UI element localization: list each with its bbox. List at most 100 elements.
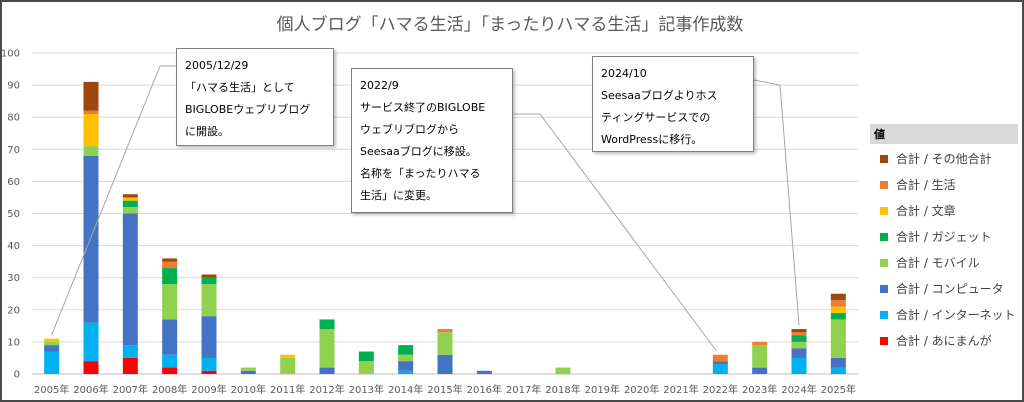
annotation-line: WordPressに移行。 — [601, 133, 703, 146]
legend-swatch — [880, 232, 888, 241]
x-tick-label: 2025年 — [821, 383, 856, 396]
y-tick-label: 90 — [7, 81, 20, 92]
bar-segment — [122, 213, 138, 346]
annotation-line: Seesaaブログよりホス — [601, 89, 718, 102]
x-tick-label: 2024年 — [781, 383, 816, 396]
bar-segment — [83, 113, 99, 147]
bar-segment — [122, 345, 138, 358]
legend-items: 合計 / その他合計 合計 / 生活 合計 / 文章 合計 / ガジェット 合計 / モ… — [870, 147, 1018, 352]
y-tick-label: 10 — [7, 337, 20, 348]
y-tick-label: 70 — [7, 145, 20, 156]
bar-segment — [83, 81, 99, 111]
bar-segment — [280, 354, 296, 358]
bar-segment — [44, 351, 60, 374]
bar-segment — [162, 261, 178, 269]
x-tick-label: 2016年 — [467, 383, 502, 396]
x-tick-label: 2006年 — [73, 383, 108, 396]
bar-segment — [122, 357, 138, 374]
y-tick-label: 0 — [14, 370, 20, 381]
bar-segment — [830, 293, 846, 301]
y-tick-label: 30 — [7, 273, 20, 284]
legend-item: 合計 / あにまんが — [870, 329, 1018, 352]
legend-swatch — [880, 180, 888, 189]
bar-segment — [319, 329, 335, 368]
chart-legend: 値 合計 / その他合計 合計 / 生活 合計 / 文章 合計 / ガジェット 合計 /… — [870, 124, 1018, 352]
bar-segment — [712, 361, 728, 365]
annotation-line: 2005/12/29 — [185, 59, 249, 72]
bar-segment — [830, 313, 846, 320]
y-tick-label: 50 — [7, 209, 20, 220]
bar-segment — [398, 345, 414, 355]
annotation-2024: 2024/10 Seesaaブログよりホス ティングサービスでの WordPre… — [592, 56, 754, 152]
annotation-line: 「ハマる生活」として — [185, 81, 295, 94]
annotation-2022: 2022/9 サービス終了のBIGLOBE ウェブリブログから Seesaaブロ… — [351, 68, 513, 213]
bar-segment — [752, 367, 768, 374]
bar-segment — [201, 316, 217, 358]
legend-item: 合計 / 文章 — [870, 199, 1018, 222]
legend-item: 合計 / インターネット — [870, 303, 1018, 326]
annotation-leader-line — [753, 79, 800, 326]
legend-swatch — [880, 206, 888, 215]
chart-title: 個人ブログ「ハマる生活」「まったりハマる生活」記事作成数 — [276, 15, 744, 35]
bar-segment — [162, 354, 178, 368]
bar-segment — [44, 341, 60, 346]
annotation-line: ティングサービスでの — [601, 111, 711, 124]
x-tick-label: 2023年 — [742, 383, 777, 396]
bar-segment — [162, 367, 178, 374]
bar-segment — [791, 329, 807, 333]
legend-item: 合計 / その他合計 — [870, 147, 1018, 170]
bar-segment — [240, 367, 256, 371]
x-tick-label: 2013年 — [349, 383, 384, 396]
x-tick-label: 2020年 — [624, 383, 659, 396]
bar-segment — [83, 155, 99, 323]
bar-segment — [358, 351, 374, 362]
legend-item: 合計 / ガジェット — [870, 225, 1018, 248]
bar-segment — [44, 338, 60, 342]
bar-segment — [319, 367, 335, 374]
annotation-2005: 2005/12/29 「ハマる生活」として BIGLOBEウェブリブログ に開設… — [176, 48, 334, 146]
x-tick-label: 2017年 — [506, 383, 541, 396]
annotation-line: 2022/9 — [360, 79, 399, 92]
annotation-line: に開設。 — [185, 125, 229, 138]
bar-segment — [201, 357, 217, 371]
annotation-line: 名称を「まったりハマる — [360, 167, 481, 180]
y-tick-label: 100 — [1, 49, 20, 60]
x-tick-label: 2010年 — [231, 383, 266, 396]
bar-segment — [162, 284, 178, 320]
bar-segment — [437, 354, 453, 374]
legend-swatch — [880, 336, 888, 345]
bar-segment — [319, 319, 335, 330]
annotation-line: 生活」に変更。 — [360, 189, 437, 202]
bar-segment — [791, 335, 807, 342]
bar-segment — [122, 200, 138, 208]
bar-segment — [122, 207, 138, 214]
annotation-line: Seesaaブログに移設。 — [360, 145, 477, 158]
bar-segment — [830, 357, 846, 368]
bar-segment — [83, 322, 99, 362]
bar-segment — [398, 354, 414, 362]
annotation-line: サービス終了のBIGLOBE — [360, 101, 486, 114]
bar-segment — [83, 110, 99, 114]
bar-segment — [280, 357, 296, 374]
x-tick-label: 2008年 — [152, 383, 187, 396]
y-tick-label: 40 — [7, 241, 20, 252]
bar-segment — [398, 370, 414, 374]
bar-segment — [162, 258, 178, 262]
bar-segment — [752, 341, 768, 346]
bar-segment — [555, 367, 571, 374]
bar-segment — [437, 329, 453, 333]
legend-swatch — [880, 284, 888, 293]
bar-segment — [791, 332, 807, 336]
bar-segment — [712, 354, 728, 362]
bar-segment — [240, 370, 256, 374]
annotation-line: BIGLOBEウェブリブログ — [185, 103, 311, 116]
bar-segment — [201, 284, 217, 317]
bar-segment — [437, 332, 453, 355]
annotation-line: 2024/10 — [601, 67, 647, 80]
annotation-leader-line — [51, 65, 176, 335]
x-tick-label: 2007年 — [113, 383, 148, 396]
annotation-line: ウェブリブログから — [360, 123, 459, 136]
bar-segment — [201, 274, 217, 278]
x-tick-label: 2012年 — [309, 383, 344, 396]
bar-segment — [201, 277, 217, 285]
